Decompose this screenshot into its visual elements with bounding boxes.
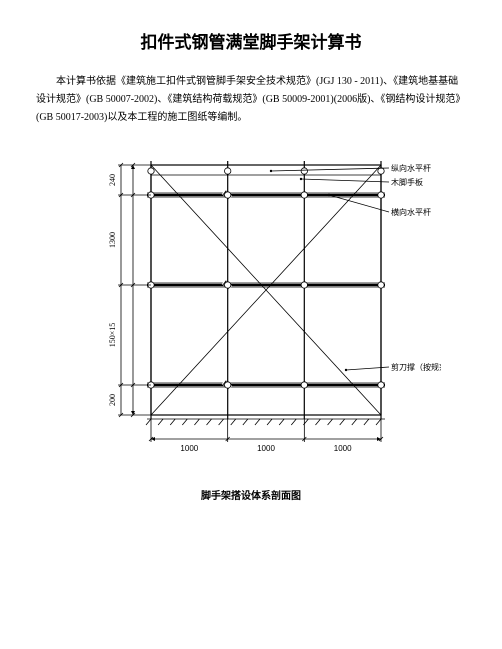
svg-text:240: 240 (108, 174, 117, 186)
intro-text: 本计算书依据《建筑施工扣件式钢管脚手架安全技术规范》(JGJ 130 - 201… (36, 73, 466, 127)
svg-text:剪刀撑（按规范构造要求设置）: 剪刀撑（按规范构造要求设置） (391, 362, 441, 372)
svg-text:1300: 1300 (108, 232, 117, 248)
svg-text:1000: 1000 (180, 444, 198, 453)
page-title: 扣件式钢管满堂脚手架计算书 (36, 28, 466, 53)
svg-text:木脚手板: 木脚手板 (391, 177, 423, 187)
scaffold-diagram: 240 1300 150×15 200 1000 1000 1000 纵向水平杆木脚手板横向水… (61, 145, 441, 475)
svg-text:1000: 1000 (257, 444, 275, 453)
svg-text:纵向水平杆: 纵向水平杆 (391, 163, 431, 173)
svg-text:150×15: 150×15 (108, 323, 117, 348)
svg-text:1000: 1000 (334, 444, 352, 453)
diagram-caption: 脚手架搭设体系剖面图 (36, 487, 466, 502)
svg-text:横向水平杆: 横向水平杆 (391, 207, 431, 217)
svg-text:200: 200 (108, 394, 117, 406)
diagram-container: 240 1300 150×15 200 1000 1000 1000 纵向水平杆木脚手板横向水… (36, 145, 466, 475)
